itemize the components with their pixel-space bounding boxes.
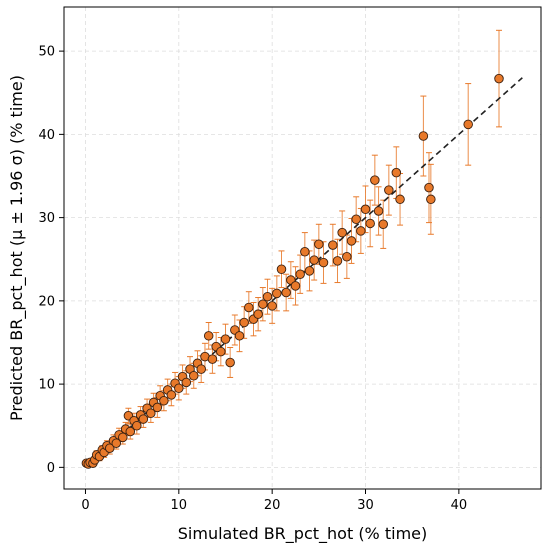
data-point [304, 266, 315, 276]
y-tick-label: 40 [38, 128, 55, 143]
data-point [220, 334, 231, 344]
data-point [104, 443, 115, 453]
data-point [295, 269, 305, 279]
y-axis-label: Predicted BR_pct_hot (μ ± 1.96 σ) (% tim… [7, 75, 27, 421]
data-point [360, 204, 371, 215]
data-point [132, 420, 142, 431]
data-point [332, 256, 343, 266]
data-point [196, 364, 206, 374]
points-layer [81, 73, 504, 469]
data-point [118, 432, 128, 443]
data-point [152, 402, 163, 413]
data-point [207, 354, 218, 364]
data-point [337, 227, 347, 238]
data-point [258, 299, 268, 309]
data-point [346, 236, 357, 246]
data-point [391, 167, 402, 178]
x-tick-label: 10 [171, 498, 188, 513]
y-tick-label: 50 [38, 45, 55, 60]
data-point [174, 383, 184, 394]
data-point [318, 257, 329, 268]
data-point [234, 331, 245, 341]
data-point [300, 246, 310, 257]
data-point [253, 309, 263, 319]
data-point [272, 288, 282, 299]
data-point [395, 194, 405, 205]
data-point [342, 251, 352, 262]
plot-frame [63, 6, 542, 490]
y-tick-label: 30 [38, 211, 55, 226]
data-point [370, 175, 380, 185]
y-tick-label: 20 [38, 294, 55, 309]
data-point [138, 414, 149, 424]
data-point [203, 331, 214, 341]
y-tick-label: 0 [47, 461, 55, 476]
data-point [463, 119, 473, 130]
data-point [267, 301, 277, 311]
data-point [378, 219, 388, 230]
data-point [424, 182, 434, 193]
data-point [426, 194, 436, 205]
x-ticks: 0 10 20 30 40 [81, 489, 467, 513]
data-point [189, 371, 199, 381]
data-point [365, 218, 375, 229]
data-point [244, 302, 254, 313]
data-point [314, 239, 324, 250]
data-point [276, 264, 287, 274]
x-tick-label: 20 [264, 498, 281, 513]
x-tick-label: 40 [451, 498, 468, 513]
data-point [262, 291, 273, 302]
data-point [125, 426, 136, 437]
x-tick-label: 0 [81, 498, 89, 513]
x-tick-label: 30 [357, 498, 374, 513]
data-point [146, 408, 156, 418]
data-point [290, 281, 301, 291]
data-point [494, 73, 504, 84]
y-tick-label: 10 [38, 378, 55, 393]
data-point [351, 214, 361, 225]
data-point [384, 185, 394, 195]
data-point [418, 131, 429, 141]
x-axis-label: Simulated BR_pct_hot (% time) [178, 524, 427, 544]
data-point [216, 346, 226, 357]
data-point [309, 255, 319, 265]
data-point [111, 438, 122, 448]
data-point [239, 317, 249, 328]
data-point [181, 377, 192, 388]
error-bars-layer [83, 29, 502, 468]
data-point [328, 240, 338, 250]
y-ticks: 0 10 20 30 40 50 [38, 45, 64, 476]
data-point [373, 206, 384, 216]
data-point [225, 357, 235, 368]
data-point [166, 390, 177, 400]
data-point [159, 396, 169, 406]
data-point [281, 287, 291, 298]
grid-layer [64, 7, 541, 489]
data-point [356, 226, 366, 236]
